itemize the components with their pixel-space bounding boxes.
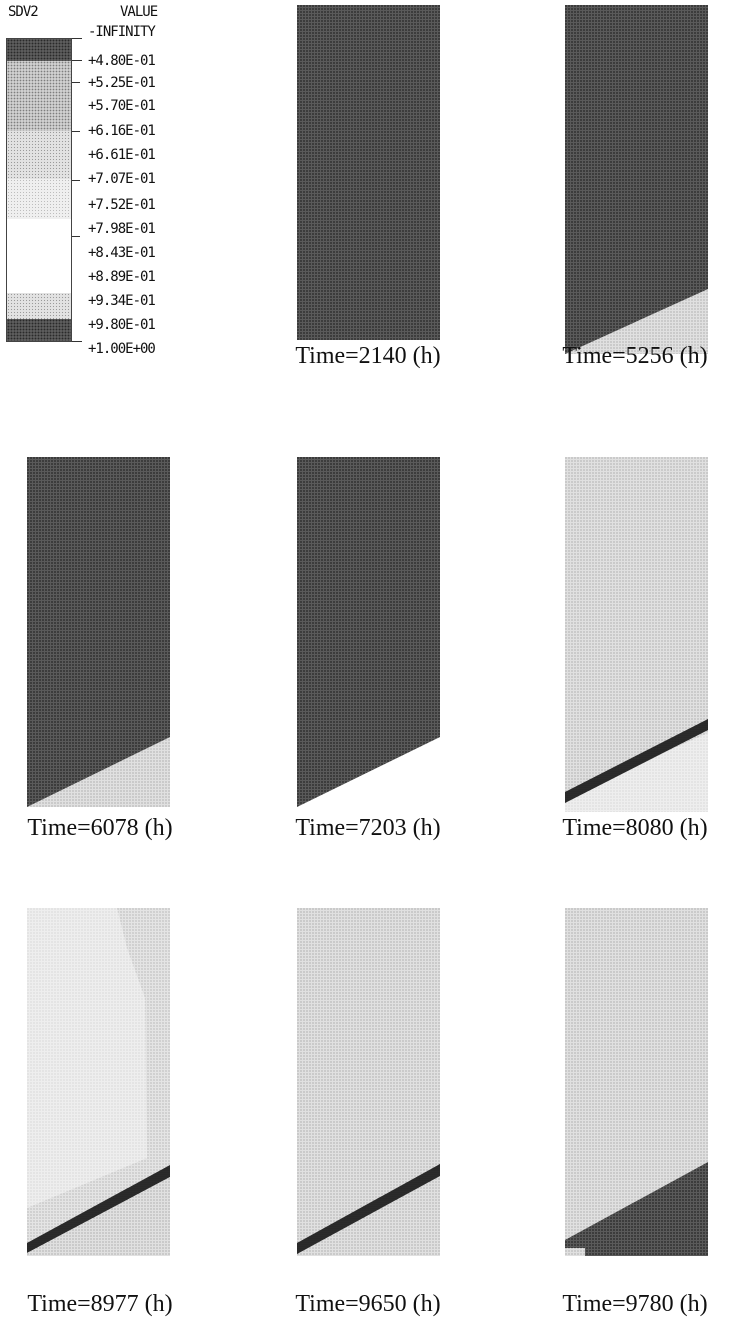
legend-variable-name: SDV2 [8, 4, 39, 20]
panel-time-6078 [27, 457, 170, 807]
panel-time-9650 [297, 908, 440, 1256]
legend-value-header: VALUE [120, 4, 158, 20]
panel-time-7203 [297, 457, 440, 807]
legend-tick [72, 180, 80, 181]
contour-plot [297, 457, 440, 807]
contour-plot [297, 5, 440, 340]
contour-plot [27, 908, 170, 1256]
panel-time-8080 [565, 457, 708, 812]
legend-swatch-light [7, 131, 71, 179]
panel-caption: Time=5256 (h) [562, 343, 708, 369]
legend-tick [72, 38, 82, 39]
contour-plot [565, 457, 708, 812]
legend-label: +5.25E-01 [88, 75, 156, 91]
legend-label: +1.00E+00 [88, 341, 156, 357]
panel-time-5256 [565, 5, 708, 354]
legend-label: +4.80E-01 [88, 53, 156, 69]
legend-label: +8.43E-01 [88, 245, 156, 261]
contour-plot [297, 908, 440, 1256]
legend-tick [72, 60, 82, 61]
panel-caption: Time=9780 (h) [562, 1291, 708, 1317]
legend-label: -INFINITY [88, 24, 156, 40]
panel-caption: Time=8977 (h) [27, 1291, 173, 1317]
legend-label: +9.80E-01 [88, 317, 156, 333]
legend-label: +7.52E-01 [88, 197, 156, 213]
legend-swatch-low [7, 39, 71, 61]
legend-label: +7.98E-01 [88, 221, 156, 237]
panel-caption: Time=8080 (h) [562, 815, 708, 841]
legend-swatch-pale [7, 179, 71, 219]
contour-plot [27, 457, 170, 807]
legend-tick [72, 236, 80, 237]
panel-caption: Time=9650 (h) [295, 1291, 441, 1317]
legend-swatch-white [7, 219, 71, 293]
legend-label: +5.70E-01 [88, 98, 156, 114]
legend-label: +6.16E-01 [88, 123, 156, 139]
legend-label: +8.89E-01 [88, 269, 156, 285]
panel-time-8977 [27, 908, 170, 1256]
contour-plot [565, 908, 708, 1256]
legend-label: +6.61E-01 [88, 147, 156, 163]
legend-label: +7.07E-01 [88, 171, 156, 187]
legend-swatch-mid [7, 61, 71, 131]
panel-caption: Time=6078 (h) [27, 815, 173, 841]
panel-time-2140 [297, 5, 440, 340]
legend: SDV2 VALUE -INFINITY +4.80E-01 +5.25E-01… [0, 0, 210, 380]
legend-tick [72, 341, 82, 342]
legend-swatch-light-2 [7, 293, 71, 319]
legend-swatch-high [7, 319, 71, 341]
legend-tick [72, 131, 80, 132]
legend-color-bar [6, 38, 72, 342]
legend-tick [72, 82, 80, 83]
panel-caption: Time=2140 (h) [295, 343, 441, 369]
panel-caption: Time=7203 (h) [295, 815, 441, 841]
legend-label: +9.34E-01 [88, 293, 156, 309]
contour-plot [565, 5, 708, 354]
panel-time-9780 [565, 908, 708, 1256]
